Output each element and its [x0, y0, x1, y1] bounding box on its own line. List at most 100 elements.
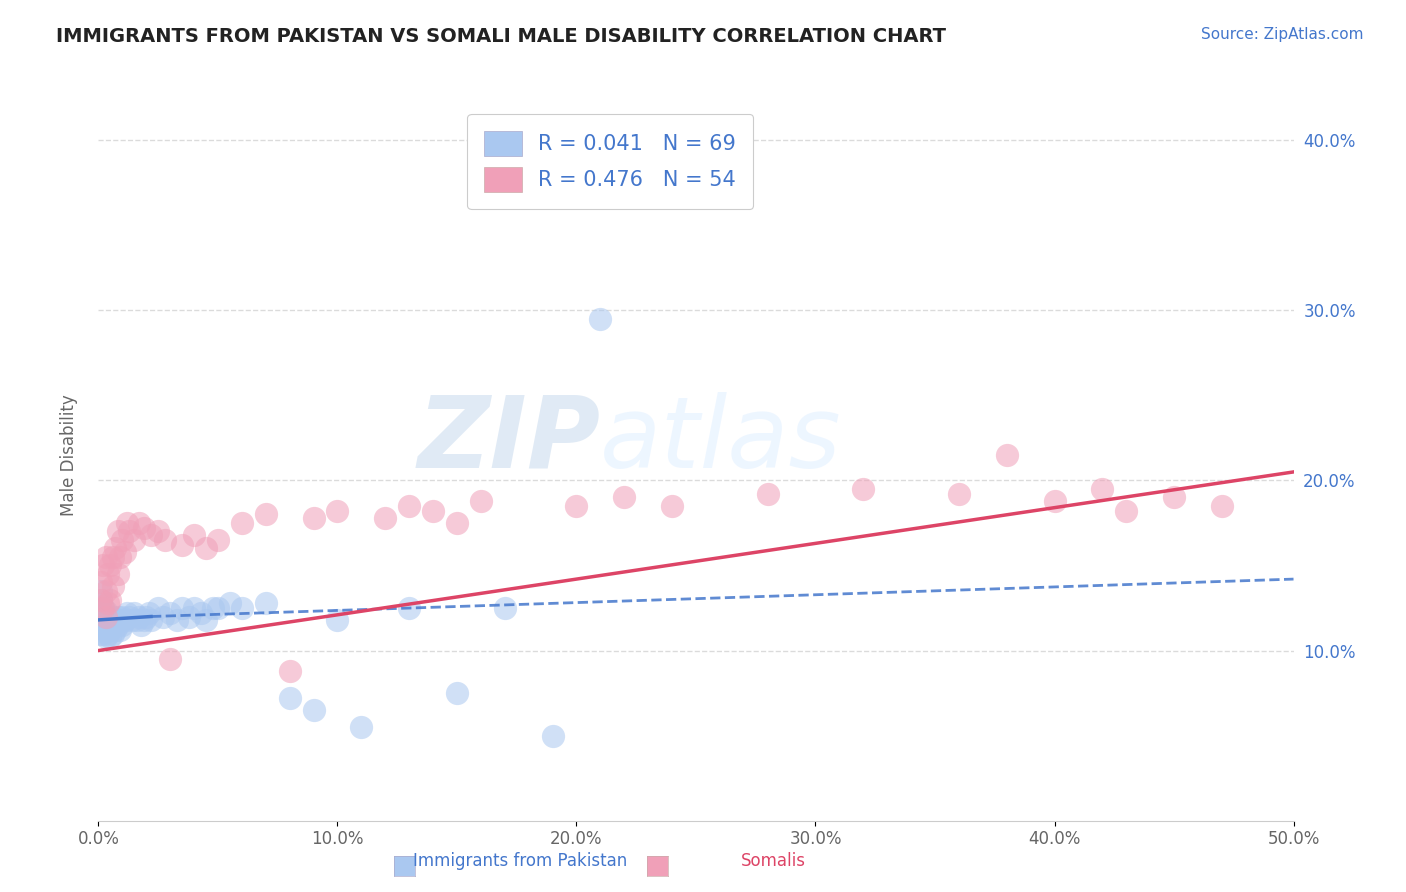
Point — [90, 575, 112, 590]
Point — [1091, 482, 1114, 496]
Point — [613, 491, 636, 505]
Point — [207, 533, 229, 547]
Point — [97, 566, 120, 581]
Point — [172, 601, 194, 615]
Legend: R = 0.041   N = 69, R = 0.476   N = 54: R = 0.041 N = 69, R = 0.476 N = 54 — [467, 114, 752, 209]
Point — [97, 626, 120, 640]
Point — [422, 504, 444, 518]
Point — [278, 691, 301, 706]
Point — [183, 601, 205, 615]
Point — [135, 609, 157, 624]
Point — [107, 618, 129, 632]
Point — [94, 584, 117, 599]
Point — [101, 618, 124, 632]
Point — [104, 613, 127, 627]
Point — [565, 499, 588, 513]
Point — [159, 606, 181, 620]
Point — [97, 609, 120, 624]
Point — [132, 521, 155, 535]
Point — [94, 609, 117, 624]
Point — [98, 592, 122, 607]
Point — [104, 623, 127, 637]
Point — [179, 609, 201, 624]
Point — [326, 613, 349, 627]
Point — [172, 538, 194, 552]
Point — [231, 516, 253, 530]
Point — [302, 511, 325, 525]
Point — [398, 601, 420, 615]
Point — [1043, 493, 1066, 508]
Point — [152, 609, 174, 624]
Point — [446, 686, 468, 700]
Point — [128, 609, 150, 624]
Point — [118, 609, 141, 624]
Point — [756, 487, 779, 501]
Point — [115, 516, 138, 530]
Point — [131, 618, 153, 632]
Point — [98, 630, 122, 644]
Point — [202, 601, 225, 615]
Point — [93, 623, 115, 637]
Text: IMMIGRANTS FROM PAKISTAN VS SOMALI MALE DISABILITY CORRELATION CHART: IMMIGRANTS FROM PAKISTAN VS SOMALI MALE … — [56, 27, 946, 45]
Point — [139, 528, 162, 542]
Point — [589, 311, 612, 326]
Point — [90, 592, 112, 607]
Point — [91, 601, 114, 615]
Point — [90, 601, 112, 615]
Text: Source: ZipAtlas.com: Source: ZipAtlas.com — [1201, 27, 1364, 42]
Point — [219, 596, 242, 610]
Point — [139, 613, 162, 627]
Point — [90, 609, 112, 624]
Point — [124, 533, 146, 547]
Point — [125, 613, 148, 627]
Point — [91, 606, 114, 620]
Point — [91, 618, 114, 632]
Point — [108, 623, 131, 637]
Point — [166, 613, 188, 627]
Point — [350, 720, 373, 734]
Point — [94, 622, 117, 636]
Point — [94, 613, 117, 627]
Point — [1163, 491, 1185, 505]
Point — [91, 613, 114, 627]
Point — [107, 566, 129, 581]
Text: Somalis: Somalis — [741, 852, 806, 870]
Point — [254, 508, 277, 522]
Point — [111, 533, 134, 547]
Point — [852, 482, 875, 496]
Point — [101, 626, 124, 640]
Point — [1211, 499, 1233, 513]
Point — [124, 606, 146, 620]
Point — [195, 613, 218, 627]
Point — [101, 579, 124, 593]
Point — [94, 630, 117, 644]
Point — [115, 606, 138, 620]
Point — [155, 533, 177, 547]
Point — [98, 613, 122, 627]
Point — [494, 601, 516, 615]
Point — [91, 558, 114, 573]
Point — [107, 609, 129, 624]
Point — [446, 516, 468, 530]
Point — [195, 541, 218, 556]
Text: Immigrants from Pakistan: Immigrants from Pakistan — [413, 852, 627, 870]
Point — [128, 516, 150, 530]
Point — [183, 528, 205, 542]
Point — [97, 596, 120, 610]
Point — [159, 652, 181, 666]
Point — [118, 524, 141, 539]
Point — [231, 601, 253, 615]
Point — [108, 613, 131, 627]
Point — [90, 592, 112, 607]
Point — [114, 545, 136, 559]
Y-axis label: Male Disability: Male Disability — [59, 394, 77, 516]
Point — [94, 549, 117, 564]
Point — [1115, 504, 1137, 518]
Point — [278, 664, 301, 678]
Point — [91, 626, 114, 640]
Point — [91, 601, 114, 615]
Point — [254, 596, 277, 610]
Point — [101, 549, 124, 564]
Point — [121, 613, 143, 627]
Point — [89, 626, 111, 640]
